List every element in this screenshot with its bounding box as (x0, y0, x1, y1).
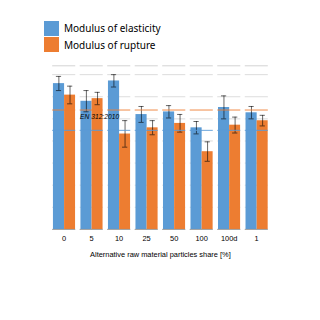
svg-text:Alternative raw material parti: Alternative raw material particles share… (90, 250, 231, 259)
svg-text:EN 312:2010: EN 312:2010 (80, 113, 119, 120)
svg-text:50: 50 (170, 234, 178, 243)
svg-text:100d: 100d (221, 234, 238, 243)
svg-text:100: 100 (195, 234, 207, 243)
svg-text:0: 0 (62, 234, 66, 243)
svg-text:1: 1 (255, 234, 259, 243)
svg-text:5: 5 (90, 234, 94, 243)
svg-text:25: 25 (142, 234, 150, 243)
html-text:Modulus of rupture: Modulus of rupture (64, 37, 156, 52)
svg-text:10: 10 (115, 234, 123, 243)
html-text:Modulus of elasticity: Modulus of elasticity (64, 21, 161, 36)
